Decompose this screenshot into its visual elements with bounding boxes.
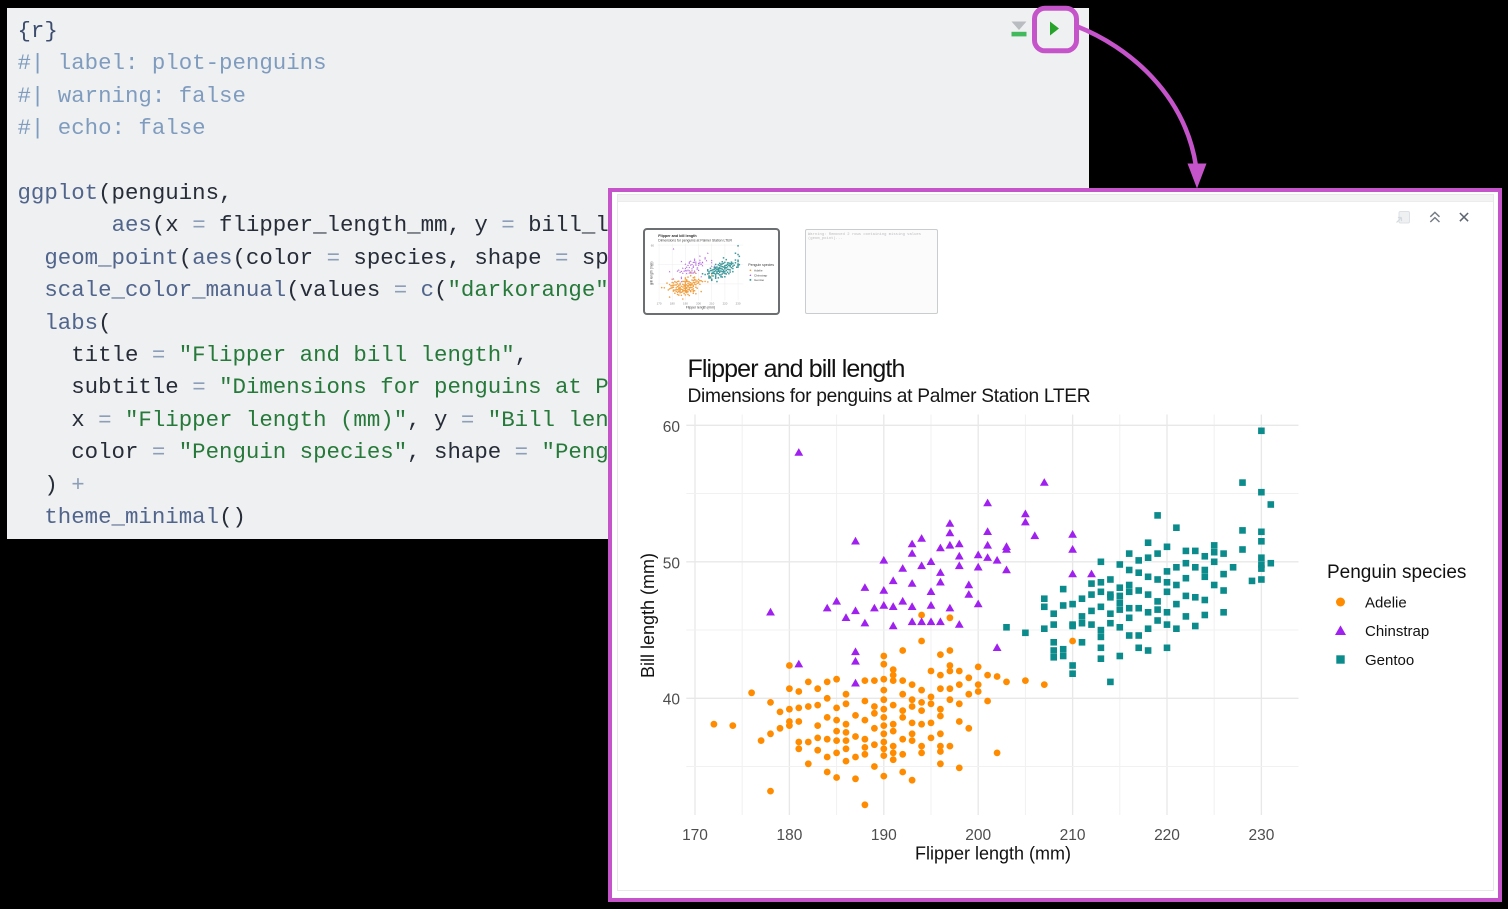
svg-text:60: 60 bbox=[663, 419, 681, 436]
svg-text:Flipper length (mm): Flipper length (mm) bbox=[686, 305, 715, 309]
svg-text:170: 170 bbox=[682, 827, 708, 844]
svg-text:190: 190 bbox=[871, 827, 897, 844]
svg-text:210: 210 bbox=[709, 302, 714, 306]
svg-text:Chinstrap: Chinstrap bbox=[1365, 623, 1429, 640]
svg-text:Penguin species: Penguin species bbox=[1327, 562, 1466, 583]
svg-text:210: 210 bbox=[1060, 827, 1086, 844]
svg-text:Gentoo: Gentoo bbox=[754, 278, 764, 282]
svg-text:40: 40 bbox=[663, 692, 681, 709]
svg-text:190: 190 bbox=[683, 302, 688, 306]
svg-text:Adelie: Adelie bbox=[754, 268, 763, 272]
svg-text:170: 170 bbox=[657, 302, 662, 306]
svg-text:Bill length (mm): Bill length (mm) bbox=[650, 262, 654, 285]
svg-text:40: 40 bbox=[651, 282, 655, 286]
svg-text:180: 180 bbox=[776, 827, 802, 844]
svg-text:Chinstrap: Chinstrap bbox=[754, 273, 768, 277]
svg-text:200: 200 bbox=[965, 827, 991, 844]
svg-text:220: 220 bbox=[1154, 827, 1180, 844]
svg-text:230: 230 bbox=[736, 302, 741, 306]
svg-text:Flipper and bill length: Flipper and bill length bbox=[688, 355, 905, 383]
svg-text:Dimensions for penguins at Pal: Dimensions for penguins at Palmer Statio… bbox=[658, 239, 732, 243]
svg-text:230: 230 bbox=[1248, 827, 1274, 844]
svg-text:220: 220 bbox=[723, 302, 728, 306]
svg-text:Bill length (mm): Bill length (mm) bbox=[638, 553, 658, 678]
svg-text:Flipper and bill length: Flipper and bill length bbox=[658, 234, 697, 238]
svg-text:180: 180 bbox=[670, 302, 675, 306]
svg-text:50: 50 bbox=[651, 263, 655, 267]
svg-text:200: 200 bbox=[696, 302, 701, 306]
svg-text:Gentoo: Gentoo bbox=[1365, 652, 1414, 669]
svg-text:60: 60 bbox=[651, 243, 655, 247]
svg-text:50: 50 bbox=[663, 556, 681, 573]
svg-text:Penguin species: Penguin species bbox=[748, 263, 774, 267]
svg-text:Dimensions for penguins at Pal: Dimensions for penguins at Palmer Statio… bbox=[688, 386, 1091, 407]
svg-text:Adelie: Adelie bbox=[1365, 594, 1407, 611]
svg-text:Flipper length (mm): Flipper length (mm) bbox=[915, 844, 1071, 864]
